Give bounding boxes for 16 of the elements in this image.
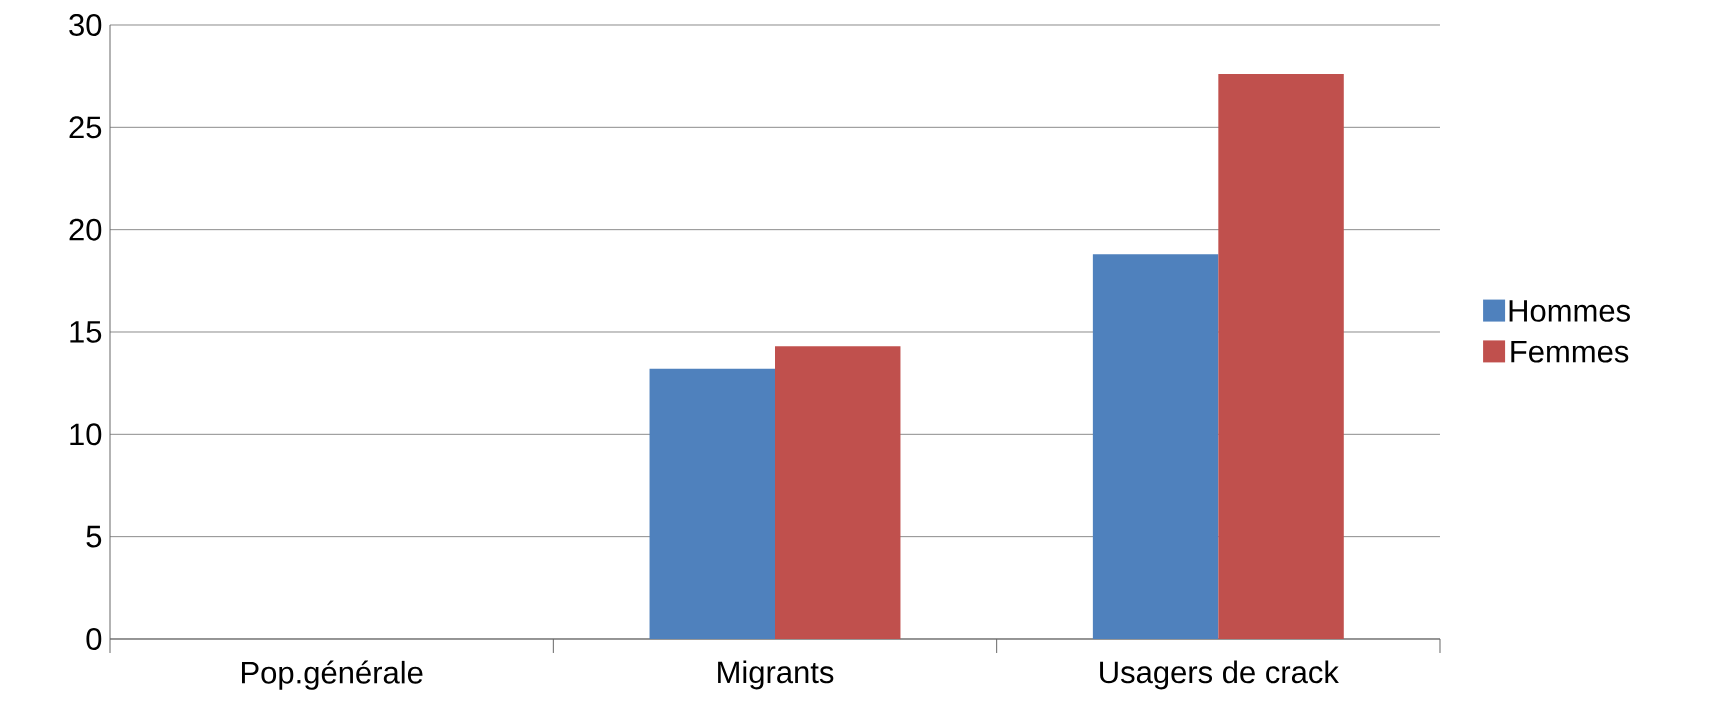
x-tick-label: Pop.générale bbox=[242, 660, 423, 690]
legend-label: Hommes bbox=[1509, 300, 1630, 322]
x-tick-label: Migrants bbox=[718, 660, 834, 690]
bar bbox=[1218, 74, 1344, 639]
y-tick-label: 10 bbox=[70, 423, 102, 446]
legend-label: Femmes bbox=[1511, 340, 1629, 363]
y-tick-label: 20 bbox=[69, 218, 102, 241]
y-tick-label: 25 bbox=[69, 116, 102, 139]
y-tick-label: 0 bbox=[86, 628, 102, 650]
bar bbox=[775, 346, 901, 639]
y-tick-label: 30 bbox=[69, 14, 102, 36]
bar bbox=[649, 368, 775, 639]
y-tick-label: 15 bbox=[70, 321, 102, 343]
y-tick-label: 5 bbox=[86, 525, 102, 548]
x-tick-label: Usagers de crack bbox=[1100, 660, 1339, 690]
bar bbox=[1092, 254, 1219, 639]
